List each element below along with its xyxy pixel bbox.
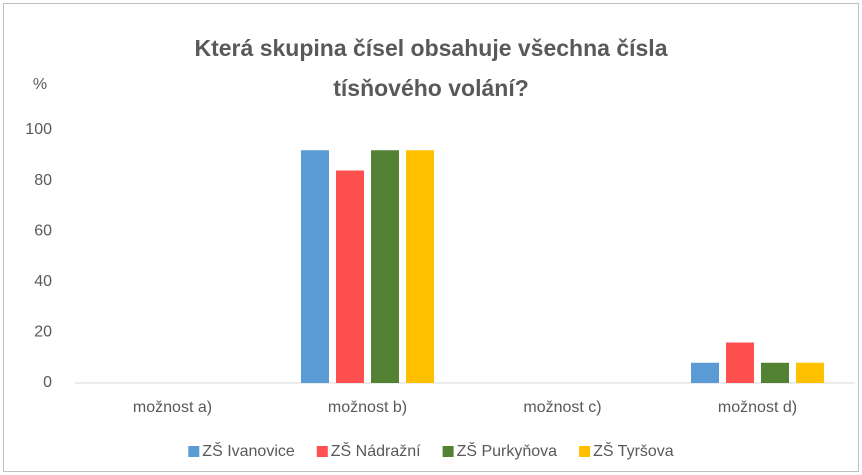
bar [371,150,399,383]
legend-label: ZŠ Purkyňova [457,441,558,460]
legend-label: ZŠ Ivanovice [202,441,295,460]
bar [796,362,824,383]
legend-swatch [579,446,591,457]
legend-label: ZŠ Nádražní [331,441,421,460]
x-tick-label: možnost a) [133,399,212,416]
legend-swatch [188,446,200,457]
x-tick-label: možnost c) [523,399,601,416]
legend-swatch [442,446,454,457]
x-tick-label: možnost b) [328,399,407,416]
legend-label: ZŠ Tyršova [593,441,674,460]
y-axis-label: % [33,76,47,93]
y-tick-label: 80 [34,172,52,189]
bar [726,342,754,383]
y-tick-label: 20 [34,324,52,341]
chart-title: Která skupina čísel obsahuje všechna čís… [194,35,668,101]
y-tick-label: 60 [34,222,52,239]
y-tick-label: 100 [25,121,52,138]
x-tick-label: možnost d) [718,399,797,416]
bar [691,362,719,383]
bar [406,150,434,383]
bar [336,170,364,383]
bar [761,362,789,383]
y-tick-label: 40 [34,273,52,290]
legend-swatch [316,446,328,457]
bar [301,150,329,383]
y-tick-label: 0 [43,374,52,391]
